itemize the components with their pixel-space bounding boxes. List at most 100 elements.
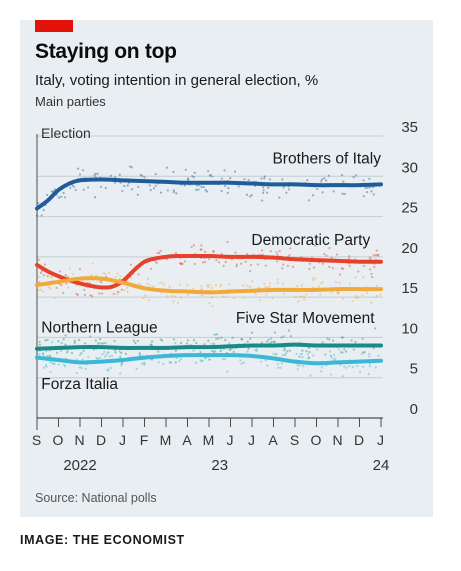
y-tick-label: 10 [401, 320, 418, 337]
y-tick-label: 25 [401, 200, 418, 217]
poll-dot [156, 252, 159, 255]
x-month-label: J [119, 432, 127, 448]
x-year-label: 24 [373, 457, 390, 474]
poll-dot [291, 265, 295, 268]
poll-dot [53, 362, 56, 365]
poll-dot [370, 272, 373, 276]
poll-dot [332, 339, 335, 342]
poll-dot [334, 280, 338, 284]
poll-dot [276, 253, 279, 256]
poll-dot [351, 299, 354, 303]
poll-dot [239, 359, 242, 362]
poll-dot [324, 353, 327, 356]
poll-dot [157, 360, 160, 364]
poll-dot [50, 275, 53, 278]
poll-dot [95, 357, 98, 360]
poll-dot [150, 267, 153, 270]
poll-dot [78, 338, 81, 342]
poll-dot [287, 188, 291, 191]
poll-dot [206, 285, 210, 289]
poll-dot [280, 336, 283, 339]
poll-dot [123, 184, 126, 188]
poll-dot [40, 214, 43, 217]
poll-dot [150, 344, 153, 347]
poll-dot [39, 288, 43, 291]
poll-dot [124, 352, 128, 355]
poll-dot [256, 263, 259, 266]
poll-dot [139, 173, 142, 176]
poll-dot [178, 360, 181, 363]
poll-dot [367, 355, 371, 358]
poll-dot [220, 177, 223, 180]
poll-dot [266, 191, 269, 194]
poll-dot [374, 327, 377, 330]
poll-dot [93, 196, 97, 199]
poll-dot [262, 189, 265, 192]
poll-dot [336, 253, 339, 256]
poll-dot [215, 337, 218, 340]
poll-dot [192, 339, 196, 342]
poll-dot [86, 186, 90, 189]
y-tick-label: 30 [401, 159, 418, 176]
y-tick-label: 0 [410, 401, 418, 418]
election-annotation: Election [41, 125, 91, 141]
poll-dot [78, 267, 82, 271]
poll-dot [354, 295, 358, 298]
poll-dot [179, 358, 182, 361]
poll-dot [166, 189, 169, 192]
poll-dot [350, 339, 353, 342]
poll-dot [343, 348, 346, 351]
poll-dot [338, 348, 341, 351]
poll-dot [271, 297, 274, 300]
poll-dot [301, 355, 304, 359]
poll-dot [63, 365, 67, 368]
poll-dot [263, 175, 266, 178]
poll-dot [263, 282, 266, 286]
poll-dot [362, 276, 365, 279]
poll-dot [325, 254, 328, 257]
poll-dot [255, 347, 258, 351]
poll-dot [288, 349, 292, 352]
poll-dot [334, 357, 337, 360]
poll-dot [62, 338, 65, 341]
poll-dot [320, 370, 323, 373]
poll-dot [275, 353, 278, 356]
poll-dot [170, 294, 173, 298]
poll-dot [372, 347, 375, 350]
poll-dot [53, 188, 56, 191]
poll-dot [84, 367, 87, 371]
poll-dot [260, 341, 264, 344]
poll-dot [42, 209, 45, 212]
poll-dot [339, 363, 342, 367]
poll-dot [352, 176, 355, 179]
poll-dot [272, 340, 276, 343]
poll-dot [348, 365, 351, 368]
poll-dot [186, 284, 189, 287]
poll-dot [209, 173, 212, 176]
poll-dot [96, 172, 99, 175]
poll-dot [45, 365, 48, 368]
poll-dot [301, 349, 304, 352]
poll-dot [249, 337, 252, 340]
poll-dot [99, 280, 102, 283]
poll-dot [338, 273, 342, 276]
poll-dot [340, 267, 343, 270]
series-label-democratic-party: Democratic Party [251, 232, 370, 249]
x-year-label: 2022 [63, 457, 96, 474]
poll-dot [148, 284, 152, 287]
poll-dot [220, 336, 223, 339]
poll-dot [370, 301, 373, 304]
poll-dot [297, 300, 300, 303]
x-month-label: A [182, 432, 192, 448]
poll-dot [226, 370, 229, 373]
poll-dot [123, 289, 126, 292]
poll-dot [221, 358, 225, 361]
poll-dot [354, 340, 357, 344]
poll-dot [90, 274, 93, 277]
poll-dot [106, 368, 109, 371]
poll-dot [176, 301, 180, 305]
poll-dot [104, 186, 107, 189]
poll-dot [269, 282, 272, 285]
poll-dot [50, 190, 53, 193]
